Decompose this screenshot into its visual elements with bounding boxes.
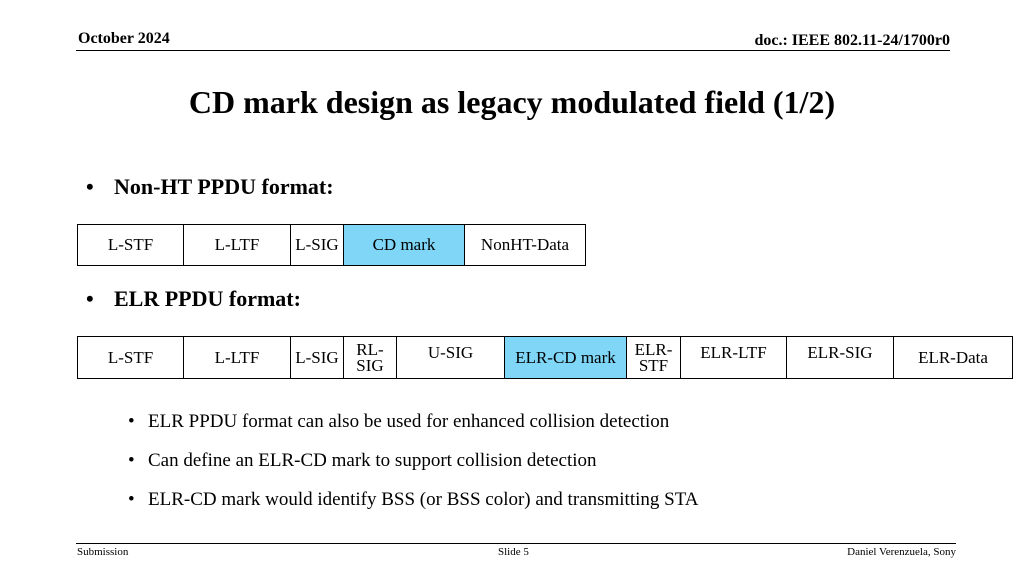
field-elr-cd-mark: ELR-CD mark bbox=[505, 337, 627, 378]
field-l-sig: L-SIG bbox=[291, 225, 344, 265]
sub-bullet-2: • Can define an ELR-CD mark to support c… bbox=[128, 450, 597, 472]
bullet-dot: • bbox=[128, 411, 135, 432]
header-divider bbox=[76, 50, 950, 51]
field-u-sig: U-SIG bbox=[397, 337, 505, 378]
nonht-ppdu-diagram: L-STF L-LTF L-SIG CD mark NonHT-Data bbox=[77, 224, 586, 266]
field-nonht-data: NonHT-Data bbox=[480, 235, 570, 254]
field-l-sig: L-SIG bbox=[291, 337, 344, 378]
field-elr-ltf: ELR-LTF bbox=[681, 337, 787, 378]
footer-divider bbox=[76, 543, 956, 544]
header-date: October 2024 bbox=[78, 30, 170, 47]
sub-bullet-3: • ELR-CD mark would identify BSS (or BSS… bbox=[128, 489, 699, 511]
field-rl-sig: RL-SIG bbox=[344, 337, 397, 378]
bullet-elr: • ELR PPDU format: bbox=[86, 286, 301, 312]
field-l-ltf: L-LTF bbox=[184, 337, 291, 378]
footer-author: Daniel Verenzuela, Sony bbox=[847, 546, 956, 558]
field-l-stf: L-STF bbox=[78, 225, 184, 265]
slide-title: CD mark design as legacy modulated field… bbox=[188, 84, 836, 120]
bullet-nonht: • Non-HT PPDU format: bbox=[86, 174, 334, 200]
bullet-elr-label: ELR PPDU format: bbox=[114, 286, 301, 311]
footer-slide-number: Slide 5 bbox=[498, 546, 529, 558]
sub-bullet-1-text: ELR PPDU format can also be used for enh… bbox=[148, 411, 670, 432]
elr-ppdu-diagram: L-STF L-LTF L-SIG RL-SIG U-SIG ELR-CD ma… bbox=[77, 336, 1013, 379]
bullet-dot: • bbox=[128, 489, 135, 510]
field-elr-data: ELR-Data bbox=[918, 347, 988, 367]
header-doc-id: doc.: IEEE 802.11-24/1700r0 bbox=[754, 32, 950, 49]
bullet-dot: • bbox=[86, 174, 94, 199]
field-elr-sig: ELR-SIG bbox=[787, 337, 894, 378]
sub-bullet-3-text: ELR-CD mark would identify BSS (or BSS c… bbox=[148, 489, 699, 510]
field-l-stf: L-STF bbox=[78, 337, 184, 378]
sub-bullet-2-text: Can define an ELR-CD mark to support col… bbox=[148, 450, 597, 471]
bullet-dot: • bbox=[86, 286, 94, 311]
footer-submission: Submission bbox=[77, 546, 129, 558]
field-cd-mark: CD mark bbox=[344, 225, 465, 265]
sub-bullet-1: • ELR PPDU format can also be used for e… bbox=[128, 411, 669, 433]
field-l-ltf: L-LTF bbox=[184, 225, 291, 265]
bullet-dot: • bbox=[128, 450, 135, 471]
bullet-nonht-label: Non-HT PPDU format: bbox=[114, 174, 334, 199]
field-elr-stf: ELR-STF bbox=[627, 337, 681, 378]
